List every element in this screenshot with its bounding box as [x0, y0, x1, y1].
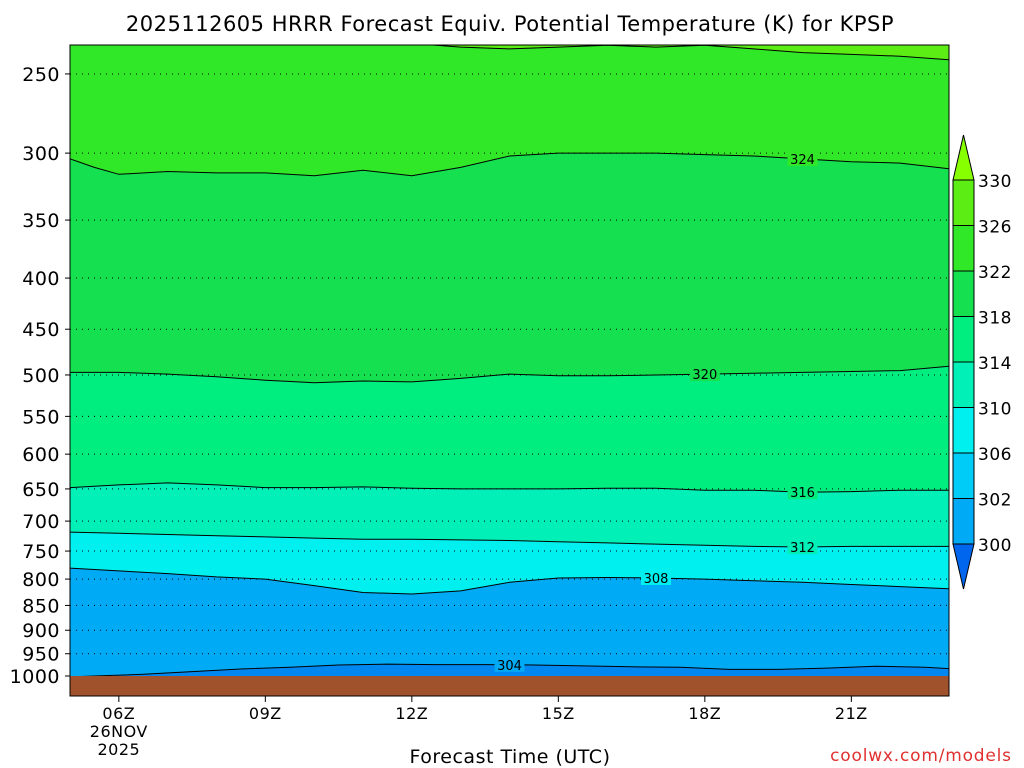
y-tick-label: 900 — [22, 620, 60, 642]
contour-line — [70, 365, 949, 384]
contour-label-bg — [787, 538, 818, 554]
colorbar-label: 306 — [978, 445, 1012, 465]
colorbar-label: 302 — [978, 491, 1012, 511]
y-tick-label: 300 — [22, 143, 60, 165]
y-tick-label: 650 — [22, 479, 60, 501]
contour-label: 324 — [790, 153, 815, 168]
ground-surface — [70, 676, 949, 696]
contour-line — [426, 45, 949, 61]
x-axis-label: Forecast Time (UTC) — [410, 746, 611, 768]
contour-label-bg — [641, 570, 671, 586]
colorbar-segment — [952, 361, 975, 408]
y-tick-label: 950 — [22, 644, 60, 666]
y-tick-label: 350 — [22, 210, 60, 232]
colorbar: 330 326 322 318 314 310 306 302 300 — [952, 134, 1012, 590]
y-tick-label: 850 — [22, 595, 60, 617]
contour-label-bg — [787, 484, 818, 500]
contour-line — [70, 567, 949, 595]
contour-label: 320 — [692, 368, 717, 383]
x-tick-label: 09Z — [249, 704, 282, 723]
contour-label-bg — [787, 150, 818, 166]
colorbar-segment — [952, 225, 975, 272]
y-tick-label: 750 — [22, 541, 60, 563]
y-tick-label: 400 — [22, 268, 60, 290]
colorbar-label: 326 — [978, 218, 1012, 238]
plot-frame — [69, 44, 950, 697]
x-tick-date: 26NOV — [90, 722, 148, 741]
contour-label-bg — [494, 656, 525, 672]
x-tick-label: 21Z — [835, 704, 868, 723]
y-tick-label: 800 — [22, 569, 60, 591]
chart-title: 2025112605 HRRR Forecast Equiv. Potentia… — [126, 12, 894, 36]
colorbar-segment — [952, 270, 975, 317]
plot-area — [70, 45, 949, 676]
y-tick-label: 1000 — [10, 666, 60, 688]
colorbar-segment — [952, 452, 975, 499]
x-tick-label: 12Z — [395, 704, 428, 723]
contour-label: 316 — [790, 486, 815, 501]
credit-text: coolwx.com/models — [830, 746, 1012, 766]
band-fill — [432, 45, 949, 60]
x-tick-label: 18Z — [688, 704, 721, 723]
x-tick-label: 15Z — [542, 704, 575, 723]
colorbar-arrow-bottom — [952, 543, 975, 590]
colorbar-arrow-top — [952, 134, 975, 181]
colorbar-label: 300 — [978, 536, 1012, 556]
colorbar-label: 314 — [978, 354, 1012, 374]
colorbar-label: 330 — [978, 172, 1012, 192]
contour-label: 312 — [790, 541, 815, 556]
x-tick-label: 06Z — [102, 704, 135, 723]
colorbar-segment — [952, 498, 975, 545]
band-fill — [70, 45, 949, 176]
y-tick-label: 250 — [22, 64, 60, 86]
colorbar-label: 310 — [978, 400, 1012, 420]
y-axis: 250 300 350 400 450 500 550 600 650 700 750 800 850 9… — [10, 64, 70, 688]
colorbar-segment — [952, 179, 975, 226]
contour-label: 308 — [644, 572, 669, 587]
colorbar-label: 318 — [978, 309, 1012, 329]
y-tick-label: 450 — [22, 319, 60, 341]
colorbar-label: 322 — [978, 263, 1012, 283]
y-tick-label: 500 — [22, 365, 60, 387]
x-tick-year: 2025 — [97, 740, 140, 759]
y-tick-label: 550 — [22, 406, 60, 428]
colorbar-segment — [952, 316, 975, 363]
contour-label-bg — [689, 366, 720, 382]
y-tick-label: 600 — [22, 444, 60, 466]
colorbar-segment — [952, 407, 975, 454]
y-tick-label: 700 — [22, 511, 60, 533]
contour-label: 304 — [497, 659, 522, 674]
